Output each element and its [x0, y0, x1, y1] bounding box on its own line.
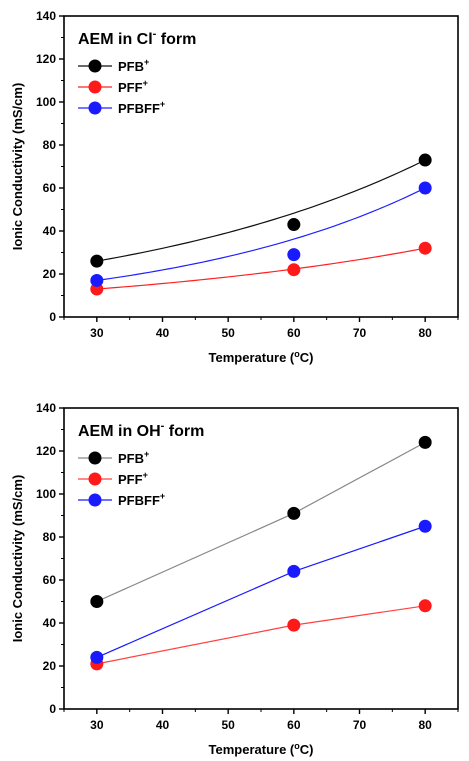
y-tick-label: 80 — [43, 138, 57, 152]
data-point-pfb — [287, 218, 301, 232]
x-axis-title: Temperature (oC) — [209, 349, 314, 365]
x-tick-label: 70 — [353, 718, 367, 732]
legend-label-pfbff: PFBFF+ — [118, 99, 165, 116]
x-tick-label: 50 — [221, 326, 235, 340]
x-tick-label: 50 — [221, 718, 235, 732]
legend-marker — [88, 101, 102, 115]
data-point-pff — [287, 618, 301, 632]
y-tick-label: 40 — [43, 616, 57, 630]
panel-title: AEM in Cl- form — [78, 28, 196, 48]
series-line-pfbff — [96, 187, 426, 282]
y-tick-label: 140 — [36, 9, 56, 23]
data-point-pfbff — [418, 519, 432, 533]
y-axis-title: Ionic Conductivity (mS/cm) — [10, 475, 25, 643]
y-tick-label: 140 — [36, 401, 56, 415]
y-tick-label: 20 — [43, 267, 57, 281]
data-point-pfb — [418, 435, 432, 449]
legend-label-pff: PFF+ — [118, 78, 148, 95]
x-tick-label: 80 — [418, 718, 432, 732]
series-line-pff — [96, 247, 426, 290]
y-tick-label: 100 — [36, 487, 56, 501]
legend-marker — [88, 472, 102, 486]
data-point-pfbff — [90, 650, 104, 664]
y-tick-label: 120 — [36, 444, 56, 458]
data-point-pfbff — [418, 181, 432, 195]
series-line-pfb — [96, 441, 426, 603]
y-tick-label: 120 — [36, 52, 56, 66]
x-tick-label: 60 — [287, 718, 301, 732]
y-axis-title: Ionic Conductivity (mS/cm) — [10, 83, 25, 251]
legend-marker — [88, 80, 102, 94]
data-point-pfbff — [287, 564, 301, 578]
series-line-pff — [96, 605, 426, 665]
y-tick-label: 0 — [49, 310, 56, 324]
x-tick-label: 70 — [353, 326, 367, 340]
legend-label-pff: PFF+ — [118, 470, 148, 487]
series-line-pfb — [96, 159, 426, 262]
chart-panel-2: 30 40 50 60 70 80 0 20 40 60 80 100 120 140 Temperatur… — [10, 401, 459, 757]
data-point-pff — [418, 599, 432, 613]
data-point-pfbff — [90, 273, 104, 287]
x-tick-label: 80 — [418, 326, 432, 340]
legend-marker — [88, 451, 102, 465]
legend-label-pfbff: PFBFF+ — [118, 491, 165, 508]
x-tick-label: 30 — [90, 718, 104, 732]
chart-panel-1: 30 40 50 60 70 80 0 20 40 60 80 100 120 140 Temperatur… — [10, 9, 459, 365]
data-point-pfbff — [287, 248, 301, 262]
y-tick-label: 100 — [36, 95, 56, 109]
series-line-pfbff — [96, 525, 426, 658]
legend-marker — [88, 59, 102, 73]
panel-title: AEM in OH- form — [78, 420, 204, 440]
data-point-pff — [287, 263, 301, 277]
x-tick-label: 30 — [90, 326, 104, 340]
data-point-pfb — [287, 506, 301, 520]
x-tick-label: 40 — [156, 326, 170, 340]
legend-label-pfb: PFB+ — [118, 449, 149, 466]
y-tick-label: 20 — [43, 659, 57, 673]
data-point-pff — [418, 241, 432, 255]
data-point-pfb — [90, 595, 104, 608]
y-tick-label: 80 — [43, 530, 57, 544]
y-tick-label: 60 — [43, 573, 57, 587]
data-point-pfb — [90, 254, 104, 268]
y-tick-label: 60 — [43, 181, 57, 195]
legend-label-pfb: PFB+ — [118, 57, 149, 74]
y-tick-label: 0 — [49, 702, 56, 716]
x-axis-title: Temperature (oC) — [209, 741, 314, 757]
x-tick-label: 40 — [156, 718, 170, 732]
y-tick-label: 40 — [43, 224, 57, 238]
data-point-pfb — [418, 153, 432, 167]
x-tick-label: 60 — [287, 326, 301, 340]
legend-marker — [88, 493, 102, 507]
